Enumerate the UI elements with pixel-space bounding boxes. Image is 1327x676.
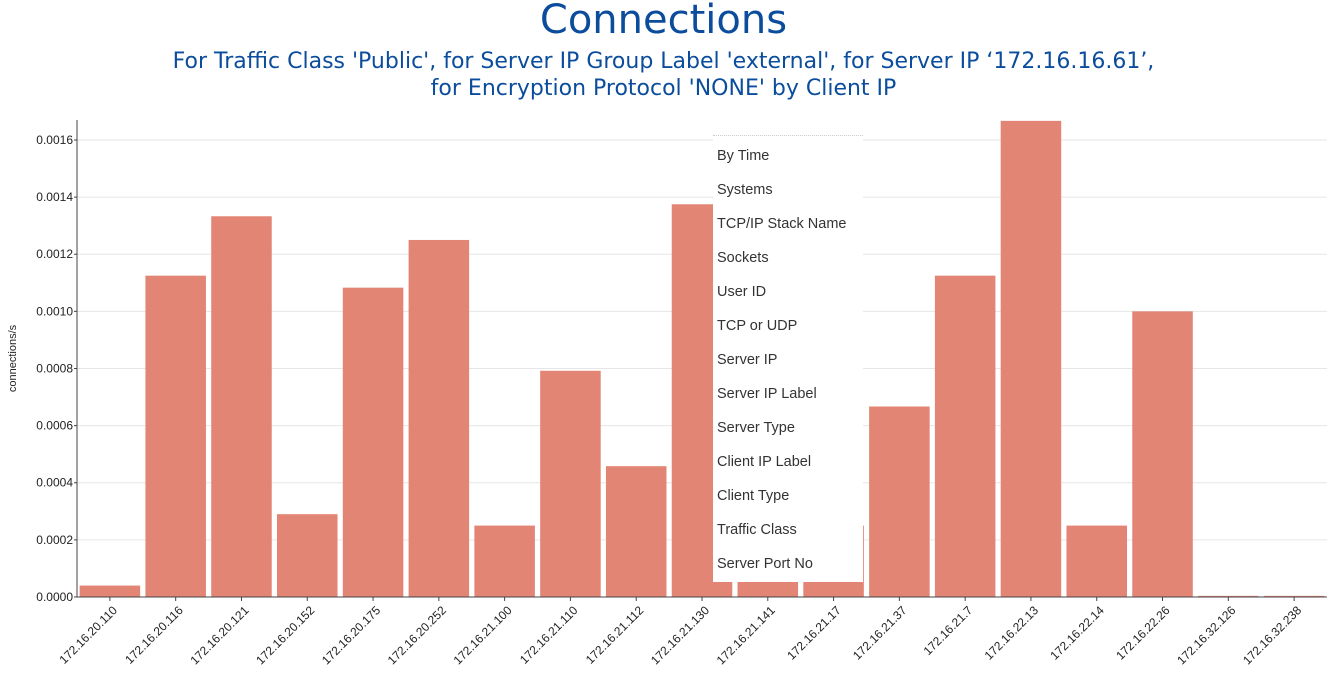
- axes: [74, 120, 1327, 601]
- bar-172-16-20-152[interactable]: [277, 514, 338, 597]
- bar-172-16-22-14[interactable]: [1066, 525, 1127, 597]
- menu-item-server-ip-label[interactable]: Server IP Label: [717, 386, 817, 402]
- bar-172-16-20-116[interactable]: [145, 275, 206, 597]
- y-tick-label: 0.0010: [36, 304, 73, 318]
- bar-172-16-32-126[interactable]: [1198, 595, 1259, 597]
- chart-subtitle-line-1: For Traffic Class 'Public', for Server I…: [172, 49, 1155, 74]
- menu-item-user-id[interactable]: User ID: [717, 284, 767, 300]
- y-tick-labels: 0.0000 0.0002 0.0004 0.0006 0.0008 0.0010 0.00…: [36, 133, 73, 604]
- y-tick-label: 0.0002: [36, 533, 73, 547]
- x-tick-label: 172.16.32.238: [1240, 603, 1304, 667]
- x-tick-label: 172.16.20.116: [122, 603, 186, 667]
- x-tick-label: 172.16.21.17: [784, 603, 844, 663]
- menu-item-server-port-no[interactable]: Server Port No: [717, 556, 813, 572]
- bar-172-16-21-112[interactable]: [605, 466, 667, 597]
- bars: [79, 120, 1325, 598]
- menu-item-server-type[interactable]: Server Type: [717, 420, 795, 436]
- y-tick-label: 0.0000: [36, 590, 73, 604]
- bar-172-16-20-121[interactable]: [211, 216, 272, 597]
- menu-item-tcp-or-udp[interactable]: TCP or UDP: [717, 318, 798, 334]
- y-tick-label: 0.0014: [36, 190, 73, 204]
- menu-item-sockets[interactable]: Sockets: [717, 250, 769, 266]
- x-tick-label: 172.16.21.37: [850, 603, 910, 663]
- bar-172-16-21-37[interactable]: [869, 406, 930, 597]
- bar-172-16-32-238[interactable]: [1263, 595, 1325, 597]
- x-tick-label: 172.16.21.7: [921, 603, 976, 658]
- x-tick-label: 172.16.20.110: [56, 603, 120, 667]
- menu-item-by-time[interactable]: By Time: [717, 148, 770, 164]
- menu-item-systems[interactable]: Systems: [717, 182, 773, 198]
- menu-item-client-type[interactable]: Client Type: [717, 488, 790, 504]
- chart-subtitle-line-2: for Encryption Protocol 'NONE' by Client…: [430, 76, 897, 101]
- menu-item-client-ip-label[interactable]: Client IP Label: [717, 454, 812, 470]
- bar-172-16-22-26[interactable]: [1132, 311, 1193, 597]
- x-tick-label: 172.16.21.112: [583, 603, 647, 667]
- x-tick-label: 172.16.22.13: [982, 603, 1042, 663]
- group-by-context-menu[interactable]: By Time Systems TCP/IP Stack Name Socket…: [713, 135, 863, 582]
- x-tick-label: 172.16.22.26: [1113, 603, 1173, 663]
- bar-172-16-21-141[interactable]: [737, 579, 799, 597]
- x-tick-label: 172.16.20.252: [385, 603, 449, 667]
- menu-item-server-ip[interactable]: Server IP: [717, 352, 778, 368]
- x-tick-labels: 172.16.20.110 172.16.20.116 172.16.20.121 1…: [56, 603, 1304, 667]
- x-tick-label: 172.16.21.141: [714, 603, 778, 667]
- chart-subtitle: For Traffic Class 'Public', for Server I…: [0, 48, 1327, 102]
- bar-172-16-21-100[interactable]: [474, 525, 535, 597]
- y-tick-label: 0.0004: [36, 476, 73, 490]
- menu-item-traffic-class[interactable]: Traffic Class: [717, 522, 797, 538]
- bar-172-16-21-110[interactable]: [540, 370, 601, 597]
- x-tick-label: 172.16.21.100: [451, 603, 515, 667]
- bar-172-16-20-252[interactable]: [408, 239, 470, 597]
- y-tick-label: 0.0012: [36, 247, 73, 261]
- x-tick-label: 172.16.20.152: [253, 603, 317, 667]
- x-tick-label: 172.16.21.110: [517, 603, 581, 667]
- chart-title: Connections: [539, 0, 788, 43]
- bar-172-16-22-13[interactable]: [1000, 120, 1062, 598]
- menu-item-tcpip-stack-name[interactable]: TCP/IP Stack Name: [717, 216, 847, 232]
- x-tick-label: 172.16.20.121: [187, 603, 251, 667]
- y-tick-label: 0.0008: [36, 361, 73, 375]
- bar-172-16-21-7[interactable]: [934, 275, 996, 597]
- x-tick-label: 172.16.22.14: [1047, 603, 1107, 663]
- y-tick-label: 0.0016: [36, 133, 73, 147]
- y-tick-label: 0.0006: [36, 419, 73, 433]
- y-axis-label: connections/s: [7, 324, 19, 392]
- x-tick-label: 172.16.21.130: [648, 603, 712, 667]
- bar-172-16-20-175[interactable]: [342, 287, 404, 597]
- x-tick-label: 172.16.32.126: [1174, 603, 1238, 667]
- x-tick-label: 172.16.20.175: [319, 603, 383, 667]
- bar-172-16-20-110[interactable]: [79, 585, 141, 597]
